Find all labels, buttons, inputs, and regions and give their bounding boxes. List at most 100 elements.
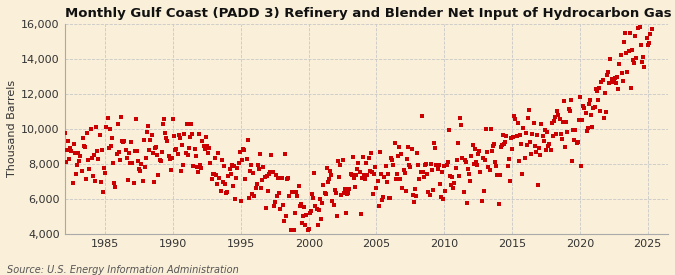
Point [293,184,304,188]
Point [442,160,453,164]
Point [76,169,87,174]
Point [566,97,576,102]
Point [240,177,251,181]
Point [424,193,435,197]
Point [81,177,92,181]
Point [248,171,259,175]
Point [383,196,394,200]
Point [70,172,81,176]
Point [306,192,317,196]
Point [93,157,104,161]
Point [367,169,377,174]
Point [421,162,431,166]
Point [363,156,374,160]
Point [494,173,505,177]
Point [524,107,535,112]
Point [474,149,485,153]
Point [435,195,446,200]
Point [447,174,458,179]
Point [326,173,337,177]
Point [551,132,562,136]
Point [88,152,99,157]
Point [341,210,352,215]
Point [595,109,605,113]
Point [338,157,348,162]
Point [485,127,496,131]
Point [317,201,327,205]
Point [172,152,183,156]
Point [318,183,329,187]
Point [460,160,471,164]
Point [593,98,603,103]
Point [534,146,545,150]
Point [294,204,305,208]
Point [354,170,365,175]
Point [242,138,253,142]
Point [105,126,115,131]
Point [377,197,387,202]
Point [303,227,314,231]
Point [232,166,243,170]
Point [340,187,350,192]
Point [269,200,280,205]
Point [105,144,116,148]
Point [591,89,602,94]
Point [157,122,168,126]
Point [375,150,385,154]
Point [532,133,543,138]
Point [170,148,181,153]
Point [383,172,394,177]
Point [133,158,144,163]
Point [501,134,512,138]
Point [398,168,409,172]
Point [554,117,565,121]
Point [140,165,151,169]
Point [440,188,451,193]
Point [323,180,333,184]
Point [479,189,489,193]
Point [164,157,175,162]
Point [348,155,358,159]
Point [59,131,70,135]
Point [570,128,580,132]
Point [342,191,352,196]
Point [556,136,567,141]
Point [643,43,653,48]
Point [389,141,400,145]
Point [628,58,639,62]
Point [448,186,459,190]
Point [73,151,84,155]
Point [145,138,156,142]
Point [462,166,473,171]
Point [549,115,560,119]
Point [95,180,106,184]
Point [455,116,466,120]
Point [583,125,593,130]
Point [311,207,322,211]
Point [95,133,105,137]
Point [522,116,533,120]
Point [173,133,184,138]
Point [423,190,434,195]
Point [439,164,450,169]
Point [74,158,84,163]
Point [137,179,148,183]
Point [504,178,515,183]
Point [219,164,230,169]
Point [310,204,321,208]
Point [321,166,332,170]
Point [187,132,198,136]
Point [397,186,408,190]
Point [249,194,260,199]
Point [445,174,456,178]
Point [441,163,452,167]
Point [412,151,423,155]
Point [320,192,331,196]
Point [638,54,649,59]
Point [275,207,286,211]
Point [520,131,531,135]
Point [273,175,284,180]
Point [207,172,218,176]
Point [477,156,488,160]
Point [506,136,516,141]
